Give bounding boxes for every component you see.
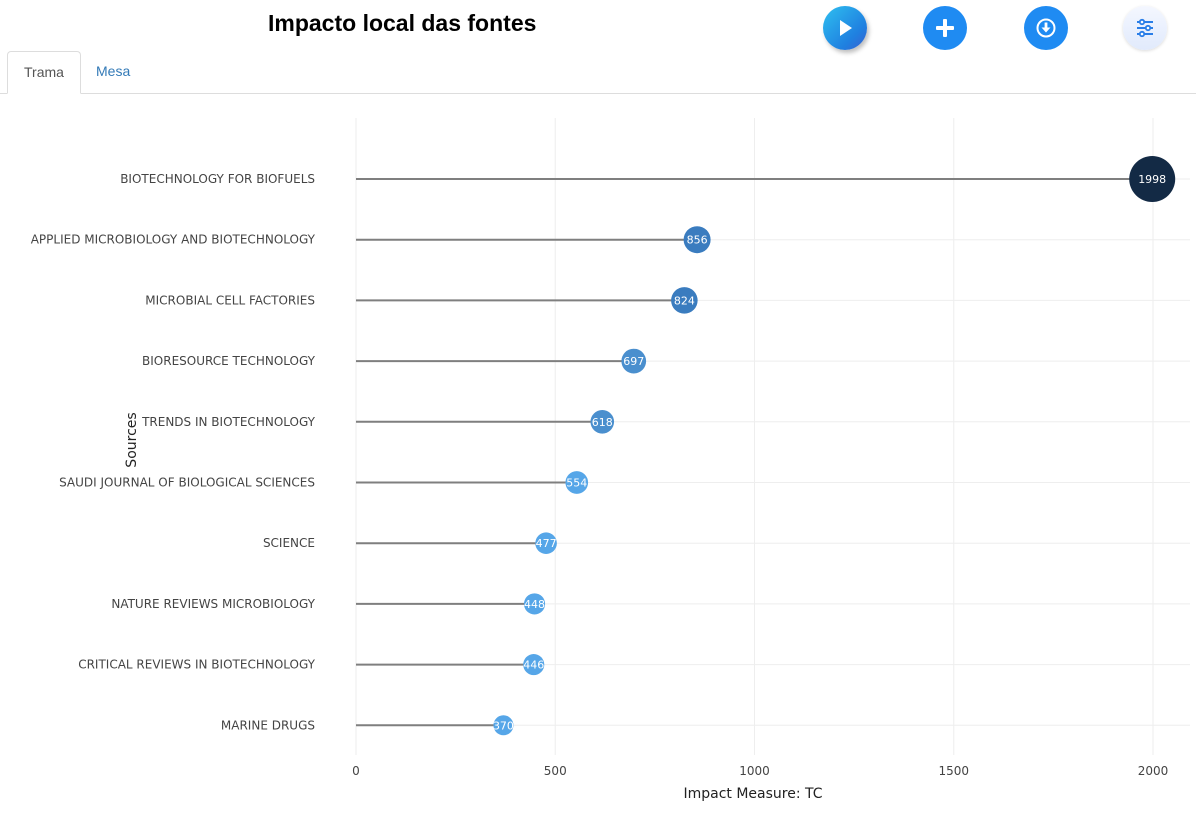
y-tick-label: CRITICAL REVIEWS IN BIOTECHNOLOGY — [78, 658, 315, 672]
lollipop-dot[interactable] — [590, 410, 615, 434]
grid-layer — [355, 118, 1190, 755]
lollipop-dot[interactable] — [493, 715, 514, 736]
lollipop-dot[interactable] — [523, 593, 546, 615]
y-tick-label: APPLIED MICROBIOLOGY AND BIOTECHNOLOGY — [31, 233, 316, 247]
lollipop-dot[interactable] — [671, 287, 698, 314]
y-tick-label: NATURE REVIEWS MICROBIOLOGY — [111, 597, 315, 611]
x-tick-label: 1000 — [739, 764, 770, 778]
value-label: 856 — [687, 234, 708, 247]
plus-icon — [936, 19, 954, 37]
x-tick-label: 0 — [352, 764, 360, 778]
stem-layer — [356, 178, 1153, 727]
lollipop-dot[interactable] — [565, 471, 589, 494]
tab-mesa[interactable]: Mesa — [96, 63, 131, 79]
y-tick-label: BIORESOURCE TECHNOLOGY — [142, 354, 316, 368]
page-title: Impacto local das fontes — [268, 10, 537, 36]
value-label: 448 — [524, 598, 545, 611]
y-tick-label: MARINE DRUGS — [221, 718, 315, 732]
y-tick-label: TRENDS IN BIOTECHNOLOGY — [141, 415, 316, 429]
download-icon — [1036, 18, 1056, 38]
value-label: 554 — [566, 477, 587, 490]
lollipop-dot[interactable] — [535, 532, 557, 554]
y-tick-label: MICROBIAL CELL FACTORIES — [145, 293, 315, 307]
lollipop-dot[interactable] — [621, 348, 647, 374]
tab-bar: Trama Mesa — [0, 51, 1196, 94]
value-label: 824 — [674, 294, 695, 307]
value-label: 1998 — [1138, 173, 1166, 186]
y-tick-label: SAUDI JOURNAL OF BIOLOGICAL SCIENCES — [59, 476, 315, 490]
y-tick-label: BIOTECHNOLOGY FOR BIOFUELS — [120, 172, 315, 186]
label-layer: 0 500 1000 1500 2000 BIOTECHNOLOGY FOR BIOFUE… — [31, 172, 1169, 778]
sliders-icon — [1137, 18, 1153, 38]
x-tick-label: 1500 — [938, 764, 969, 778]
play-icon — [840, 20, 852, 36]
value-label: 446 — [523, 659, 544, 672]
add-button[interactable] — [923, 6, 967, 50]
y-axis-title: Sources — [124, 412, 140, 467]
dot-layer: 1998 856 824 697 618 554 477 448 446 370 — [493, 156, 1176, 736]
lollipop-dot[interactable] — [523, 654, 545, 676]
tab-trama[interactable]: Trama — [7, 51, 81, 94]
lollipop-dot[interactable] — [1129, 156, 1176, 202]
x-tick-label: 2000 — [1138, 764, 1169, 778]
x-tick-label: 500 — [544, 764, 567, 778]
value-label: 477 — [536, 537, 557, 550]
play-button[interactable] — [823, 6, 867, 50]
download-button[interactable] — [1024, 6, 1068, 50]
value-label: 697 — [623, 355, 644, 368]
lollipop-dot[interactable] — [683, 226, 711, 254]
x-axis-title: Impact Measure: TC — [683, 786, 822, 802]
value-label: 618 — [592, 416, 613, 429]
value-label: 370 — [493, 719, 514, 732]
settings-button[interactable] — [1123, 6, 1167, 50]
y-tick-label: SCIENCE — [263, 536, 315, 550]
